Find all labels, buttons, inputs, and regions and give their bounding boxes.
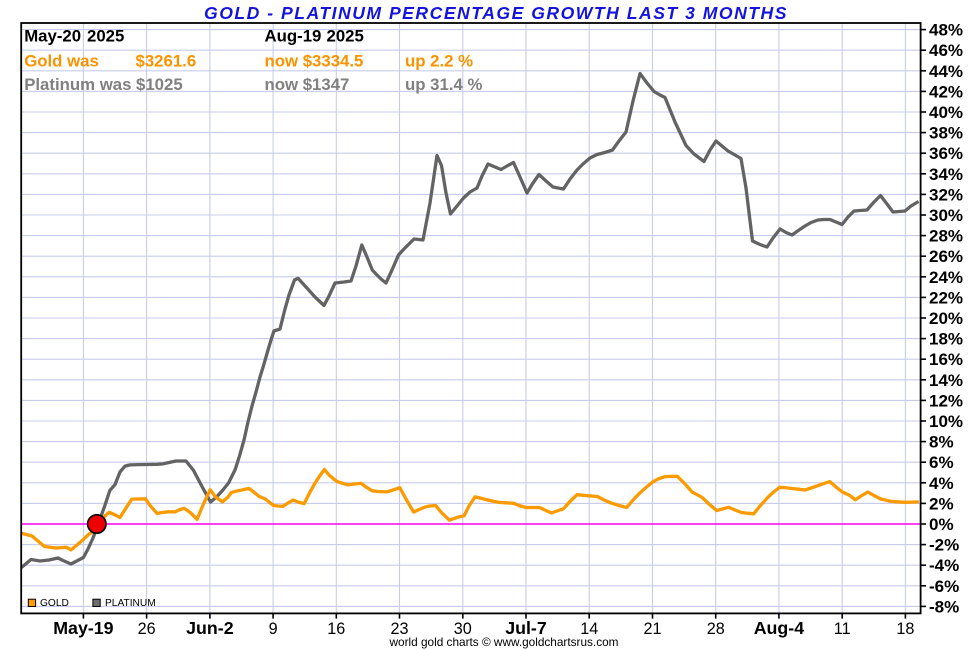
svg-text:23: 23	[390, 620, 408, 638]
svg-text:30%: 30%	[929, 206, 963, 225]
svg-text:34%: 34%	[929, 165, 963, 184]
svg-text:Aug-4: Aug-4	[754, 618, 804, 638]
svg-text:30: 30	[454, 620, 472, 638]
svg-text:-2%: -2%	[929, 536, 959, 555]
svg-text:Platinum was: Platinum was	[24, 75, 131, 94]
svg-text:-8%: -8%	[929, 597, 959, 616]
svg-text:16: 16	[327, 620, 345, 638]
svg-text:20%: 20%	[929, 309, 963, 328]
svg-text:May-20: May-20	[24, 27, 81, 46]
svg-text:Jun-2: Jun-2	[186, 618, 234, 638]
svg-text:14: 14	[580, 620, 598, 638]
svg-text:18: 18	[896, 620, 914, 638]
svg-text:PLATINUM: PLATINUM	[105, 598, 156, 609]
svg-text:12%: 12%	[929, 391, 963, 410]
svg-text:Gold was: Gold was	[24, 52, 99, 71]
svg-text:GOLD: GOLD	[40, 598, 69, 609]
svg-text:8%: 8%	[929, 433, 954, 452]
svg-text:26: 26	[138, 620, 156, 638]
svg-text:26%: 26%	[929, 247, 963, 266]
svg-text:now $1347: now $1347	[265, 75, 350, 94]
svg-text:10%: 10%	[929, 412, 963, 431]
svg-text:6%: 6%	[929, 453, 954, 472]
svg-text:24%: 24%	[929, 268, 963, 287]
svg-text:32%: 32%	[929, 185, 963, 204]
svg-text:22%: 22%	[929, 288, 963, 307]
svg-text:21: 21	[643, 620, 661, 638]
svg-text:-6%: -6%	[929, 577, 959, 596]
svg-text:44%: 44%	[929, 62, 963, 81]
svg-text:4%: 4%	[929, 474, 954, 493]
svg-text:up 2.2 %: up 2.2 %	[405, 52, 473, 71]
svg-text:14%: 14%	[929, 371, 963, 390]
svg-text:2025: 2025	[327, 27, 364, 46]
svg-text:40%: 40%	[929, 103, 963, 122]
svg-text:Jul-7: Jul-7	[505, 618, 547, 638]
svg-text:0%: 0%	[929, 515, 954, 534]
svg-text:now $3334.5: now $3334.5	[265, 52, 364, 71]
svg-text:38%: 38%	[929, 124, 963, 143]
svg-text:GOLD - PLATINUM PERCENTAGE GRO: GOLD - PLATINUM PERCENTAGE GROWTH LAST 3…	[204, 3, 788, 23]
svg-text:$3261.6: $3261.6	[136, 52, 197, 71]
svg-text:46%: 46%	[929, 41, 963, 60]
svg-text:42%: 42%	[929, 82, 963, 101]
svg-text:48%: 48%	[929, 21, 963, 40]
svg-text:36%: 36%	[929, 144, 963, 163]
svg-text:16%: 16%	[929, 350, 963, 369]
svg-text:-4%: -4%	[929, 556, 959, 575]
svg-text:2025: 2025	[87, 27, 124, 46]
svg-text:Aug-19: Aug-19	[265, 27, 322, 46]
svg-text:world gold charts © www.goldch: world gold charts © www.goldchartsrus.co…	[389, 635, 619, 649]
svg-text:$1025: $1025	[136, 75, 183, 94]
svg-text:18%: 18%	[929, 330, 963, 349]
svg-text:9: 9	[269, 620, 278, 638]
svg-text:28: 28	[707, 620, 725, 638]
svg-text:28%: 28%	[929, 227, 963, 246]
svg-text:2%: 2%	[929, 494, 954, 513]
svg-text:11: 11	[834, 620, 851, 638]
svg-text:up 31.4 %: up 31.4 %	[405, 75, 482, 94]
svg-text:May-19: May-19	[53, 618, 113, 638]
